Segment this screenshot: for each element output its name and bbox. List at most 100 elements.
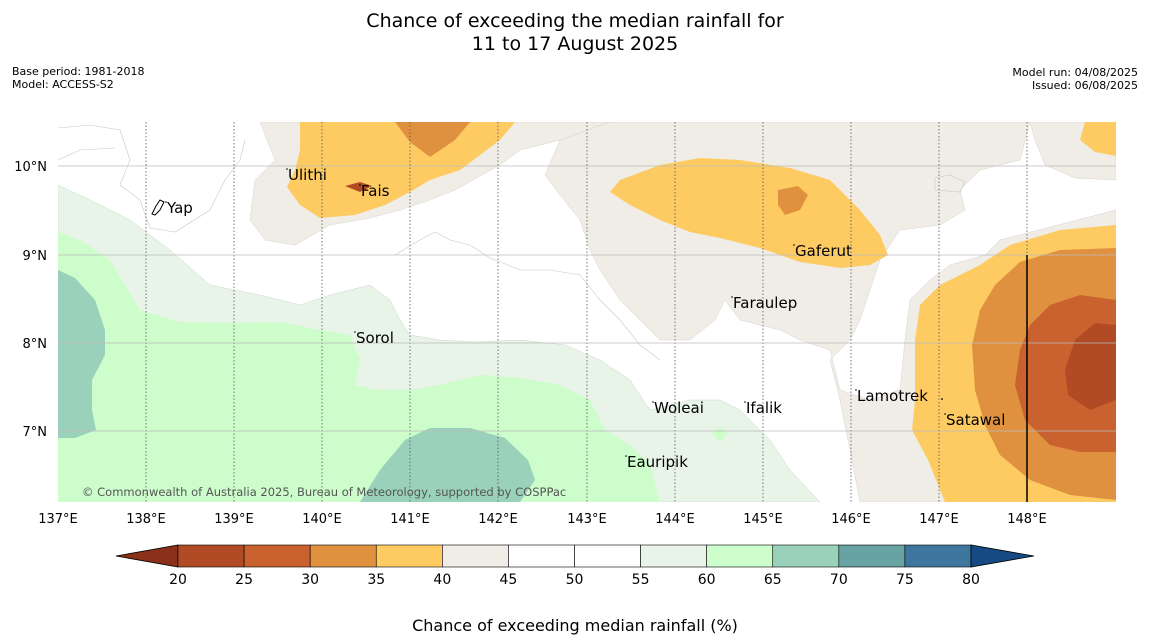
colorbar-tick-label: 50 (566, 572, 584, 588)
colorbar-tick-label: 30 (301, 572, 319, 588)
place-marker (793, 244, 795, 246)
place-marker (354, 331, 356, 333)
colorbar-segment (574, 544, 641, 568)
colorbar-label: Chance of exceeding median rainfall (%) (412, 616, 738, 635)
colorbar-segment (838, 544, 906, 568)
isoline-4 (934, 174, 966, 193)
place-marker (744, 401, 746, 403)
colorbar-segment (904, 544, 972, 568)
lon-tick-label: 145°E (743, 512, 783, 527)
lat-tick-label: 7°N (23, 425, 48, 440)
colorbar: 20 25 30 35 40 45 50 55 60 65 70 75 80 (115, 544, 1035, 588)
grid-lines (58, 122, 1116, 502)
place-label-lamotrek: Lamotrek (857, 387, 928, 405)
place-label-sorol: Sorol (356, 329, 394, 347)
lon-tick-label: 137°E (38, 512, 78, 527)
lat-tick-label: 8°N (23, 337, 48, 352)
contour-35-topright (1080, 122, 1116, 156)
colorbar-extend-low (115, 544, 179, 568)
colorbar-tick-label: 20 (169, 572, 187, 588)
isoline-1 (58, 124, 246, 233)
isoline-3 (394, 231, 661, 361)
colorbar-segment (309, 544, 377, 568)
lon-tick-label: 140°E (302, 512, 342, 527)
contour-fais-dark (345, 182, 372, 192)
place-marker (941, 398, 943, 400)
lon-tick-label: 146°E (831, 512, 871, 527)
contour-35-gaferut (610, 158, 888, 268)
colorbar-segment (243, 544, 311, 568)
title-line-2: 11 to 17 August 2025 (471, 33, 679, 55)
lon-tick-label: 148°E (1007, 512, 1047, 527)
place-label-fais: Fais (361, 182, 390, 200)
axis-labels: 137°E 138°E 139°E 140°E 141°E 142°E 143°E 144°E… (14, 160, 1047, 527)
place-label-faraulep: Faraulep (733, 294, 797, 312)
lon-tick-label: 138°E (126, 512, 166, 527)
contour-20-east (1065, 323, 1116, 410)
colorbar-tick-label: 65 (764, 572, 782, 588)
place-marker (359, 184, 361, 186)
place-label-eauripik: Eauripik (627, 453, 688, 471)
contour-35-ulithi (287, 122, 515, 218)
colorbar-segment (772, 544, 840, 568)
contour-65-west (58, 270, 105, 438)
place-label-ifalik: Ifalik (746, 399, 782, 417)
colorbar-segment (442, 544, 509, 568)
colorbar-tick-label: 35 (367, 572, 385, 588)
contour-30-gaferut (778, 186, 808, 215)
model-run: Model run: 04/08/2025 (1012, 66, 1138, 79)
colorbar-segment (640, 544, 707, 568)
place-label-satawal: Satawal (946, 411, 1005, 429)
meta-right: Model run: 04/08/2025 Issued: 06/08/2025 (1012, 66, 1138, 92)
lon-tick-label: 143°E (567, 512, 607, 527)
place-labels: Yap Ulithi Fais Gaferut Faraulep Sorol Lamotre… (165, 166, 1005, 471)
islands (151, 199, 165, 216)
colorbar-segment (375, 544, 443, 568)
place-marker (731, 296, 733, 298)
map-title: Chance of exceeding the median rainfall … (0, 10, 1150, 56)
place-label-woleai: Woleai (654, 399, 704, 417)
colorbar-tick-label: 40 (433, 572, 451, 588)
place-marker (652, 401, 654, 403)
lon-tick-label: 141°E (390, 512, 430, 527)
contour-60-west (58, 232, 660, 502)
colorbar-segment (508, 544, 575, 568)
issued-date: Issued: 06/08/2025 (1031, 79, 1138, 92)
place-label-yap: Yap (166, 199, 193, 217)
colorbar-segment (706, 544, 774, 568)
copyright-text: © Commonwealth of Australia 2025, Bureau… (82, 485, 566, 499)
lon-tick-label: 144°E (655, 512, 695, 527)
contour-30-ulithi (395, 122, 470, 157)
title-line-1: Chance of exceeding the median rainfall … (366, 10, 784, 32)
colorbar-tick-label: 25 (235, 572, 253, 588)
meta-left: Base period: 1981-2018 Model: ACCESS-S2 (12, 65, 144, 91)
place-label-ulithi: Ulithi (288, 166, 327, 184)
place-marker (855, 389, 857, 391)
place-marker (286, 168, 288, 170)
map-plot-area: Yap Ulithi Fais Gaferut Faraulep Sorol Lamotre… (58, 122, 1116, 502)
isolines (58, 124, 966, 361)
colorbar-tick-label: 45 (500, 572, 518, 588)
colorbar-tick-label: 60 (698, 572, 716, 588)
colorbar-segment (177, 544, 245, 568)
place-label-gaferut: Gaferut (795, 242, 852, 260)
place-marker (165, 201, 167, 203)
yap-island (151, 199, 165, 216)
colorbar-tick-label: 70 (830, 572, 848, 588)
model-name: Model: ACCESS-S2 (12, 78, 114, 91)
colorbar-tick-label: 80 (962, 572, 980, 588)
base-period: Base period: 1981-2018 (12, 65, 145, 78)
lon-tick-label: 139°E (214, 512, 254, 527)
contour-65-south (360, 428, 535, 502)
colorbar-extend-high (970, 544, 1035, 568)
colorbar-tick-label: 75 (896, 572, 914, 588)
lat-tick-label: 9°N (23, 249, 48, 264)
lon-tick-label: 142°E (478, 512, 518, 527)
isoline-2 (58, 147, 116, 161)
place-marker (944, 413, 946, 415)
colorbar-tick-label: 55 (632, 572, 650, 588)
lon-tick-label: 147°E (919, 512, 959, 527)
place-marker (625, 455, 627, 457)
lat-tick-label: 10°N (14, 160, 47, 175)
